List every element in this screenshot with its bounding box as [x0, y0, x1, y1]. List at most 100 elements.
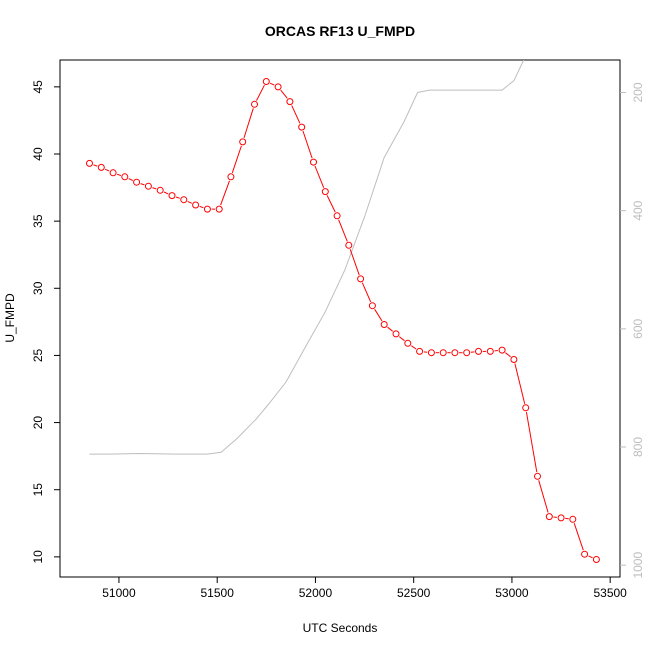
series-segment — [291, 105, 301, 124]
data-point — [168, 192, 176, 200]
series-segment — [199, 205, 204, 209]
data-point — [121, 173, 129, 181]
data-point — [180, 196, 188, 204]
data-point — [97, 163, 105, 171]
series-segment — [280, 89, 288, 99]
data-point — [310, 158, 317, 166]
data-point — [262, 78, 270, 85]
series-segment — [573, 523, 584, 551]
data-point — [404, 339, 412, 347]
series-segment — [163, 191, 169, 195]
series-segment — [361, 282, 372, 303]
y-axis-label: U_FMPD — [3, 293, 17, 343]
series-segment — [505, 352, 511, 358]
data-point — [510, 356, 518, 363]
data-point — [239, 138, 247, 146]
y-tick-label: 45 — [31, 80, 45, 94]
data-point — [534, 472, 541, 480]
x-axis-label: UTC Seconds — [303, 621, 378, 635]
y2-tick-label: 600 — [631, 319, 645, 339]
series-segment — [187, 200, 193, 204]
series-segment — [538, 480, 549, 513]
series-segment — [374, 309, 383, 322]
series-segment — [269, 82, 275, 86]
series-segment — [220, 180, 230, 206]
x-tick-label: 52500 — [397, 586, 431, 600]
series-segment — [104, 168, 110, 172]
data-point — [227, 173, 235, 181]
series-segment — [243, 108, 254, 139]
data-point — [192, 201, 200, 209]
series-segment — [398, 336, 405, 342]
data-point — [592, 556, 600, 563]
data-point — [439, 349, 447, 357]
data-point — [109, 169, 117, 177]
data-point — [321, 188, 329, 196]
secondary-y-axis: 200 400 600 800 1000 — [620, 82, 645, 579]
series-segment — [514, 363, 526, 404]
series-segment — [128, 178, 134, 181]
data-point — [392, 330, 400, 338]
series-segment — [140, 183, 145, 186]
chart-title: ORCAS RF13 U_FMPD — [265, 23, 415, 39]
series-layer — [86, 60, 600, 563]
y2-tick-label: 400 — [631, 200, 645, 220]
data-point — [451, 349, 459, 357]
series-segment — [175, 196, 180, 199]
data-point — [156, 186, 164, 194]
series-segment — [116, 173, 122, 176]
data-point — [498, 346, 506, 354]
data-point — [380, 321, 388, 328]
series-segment — [314, 165, 325, 188]
series-segment — [231, 145, 242, 173]
series-segment — [302, 130, 313, 159]
series-segment — [152, 187, 157, 190]
data-point — [144, 182, 152, 190]
y-tick-label: 20 — [31, 416, 45, 430]
data-point — [427, 349, 435, 357]
data-point — [486, 347, 494, 355]
data-point — [545, 513, 553, 521]
data-point — [215, 205, 223, 213]
x-tick-label: 52000 — [299, 586, 333, 600]
data-point — [368, 302, 376, 310]
x-tick-label: 53500 — [593, 586, 627, 600]
data-point — [345, 241, 353, 249]
data-point — [251, 100, 258, 108]
secondary-series-line — [89, 60, 525, 455]
data-point — [203, 205, 211, 213]
data-point — [298, 123, 306, 131]
data-point — [463, 349, 471, 357]
data-point — [133, 178, 141, 186]
data-point — [333, 212, 341, 220]
y-tick-label: 30 — [31, 281, 45, 295]
y-tick-label: 15 — [31, 483, 45, 497]
series-segment — [588, 555, 593, 559]
x-tick-label: 53000 — [495, 586, 529, 600]
series-segment — [411, 345, 417, 350]
y2-tick-label: 200 — [631, 82, 645, 102]
data-point — [286, 98, 294, 106]
data-point — [357, 275, 365, 283]
y-axis: 10 15 20 25 30 35 40 45 — [31, 80, 60, 564]
data-point — [522, 404, 530, 412]
x-tick-label: 51000 — [102, 586, 136, 600]
data-point — [86, 159, 93, 167]
data-point — [416, 347, 424, 355]
y2-tick-label: 1000 — [631, 552, 645, 579]
series-segment — [387, 326, 394, 332]
series-segment — [93, 164, 98, 167]
y2-tick-label: 800 — [631, 437, 645, 457]
series-segment — [326, 195, 336, 213]
series-segment — [349, 249, 360, 276]
y-tick-label: 40 — [31, 147, 45, 161]
x-axis: 51000 51500 52000 52500 53000 53500 — [102, 577, 627, 600]
data-point — [581, 550, 589, 558]
series-segment — [525, 411, 538, 473]
y-tick-label: 10 — [31, 550, 45, 564]
data-point — [475, 347, 482, 355]
data-point — [274, 83, 282, 91]
y-tick-label: 25 — [31, 348, 45, 362]
